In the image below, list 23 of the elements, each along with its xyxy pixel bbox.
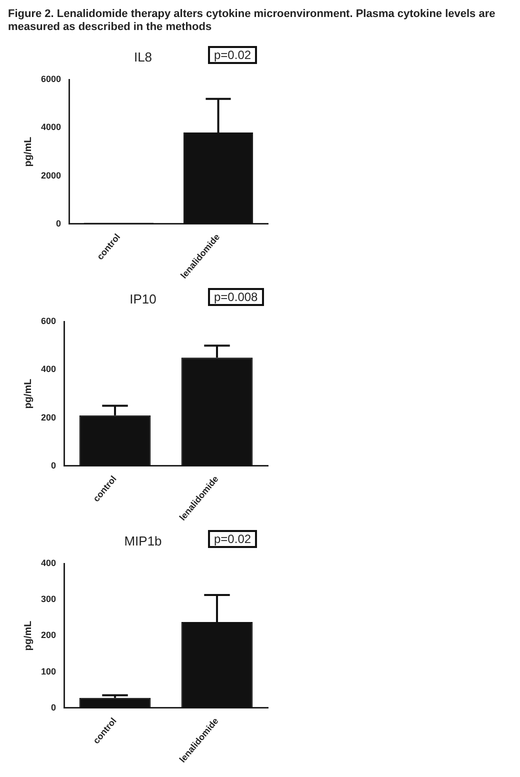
y-tick-label: 300 (40, 594, 56, 604)
chart-title: IL8 (134, 49, 152, 64)
text: p=0.02 (208, 530, 258, 548)
y-axis-title: pg/mL (22, 378, 34, 409)
y-tick-label: 100 (40, 666, 56, 676)
y-tick-label: 0 (56, 218, 62, 228)
chart-title: MIP1b (124, 533, 162, 548)
y-tick-label: 0 (51, 702, 56, 712)
y-axis-title: pg/mL (22, 620, 34, 651)
y-tick-label: 400 (40, 364, 56, 374)
text: Figure 2. Lenalidomide therapy alters cytokine microenvironment. Plasma cytokine levels are measured as described in the methods (8, 8, 496, 34)
y-axis-title: pg/mL (22, 136, 34, 167)
y-tick-label: 4000 (40, 122, 62, 132)
chart-title: IP10 (130, 291, 156, 306)
y-tick-label: 2000 (40, 170, 62, 180)
y-tick-label: 600 (40, 316, 56, 326)
y-tick-label: 6000 (40, 74, 62, 84)
text: p=0.02 (208, 46, 258, 64)
text: p=0.008 (208, 288, 264, 306)
y-tick-label: 200 (40, 630, 56, 640)
y-tick-label: 0 (51, 460, 56, 470)
y-tick-label: 200 (40, 412, 56, 422)
y-tick-label: 400 (40, 558, 56, 568)
